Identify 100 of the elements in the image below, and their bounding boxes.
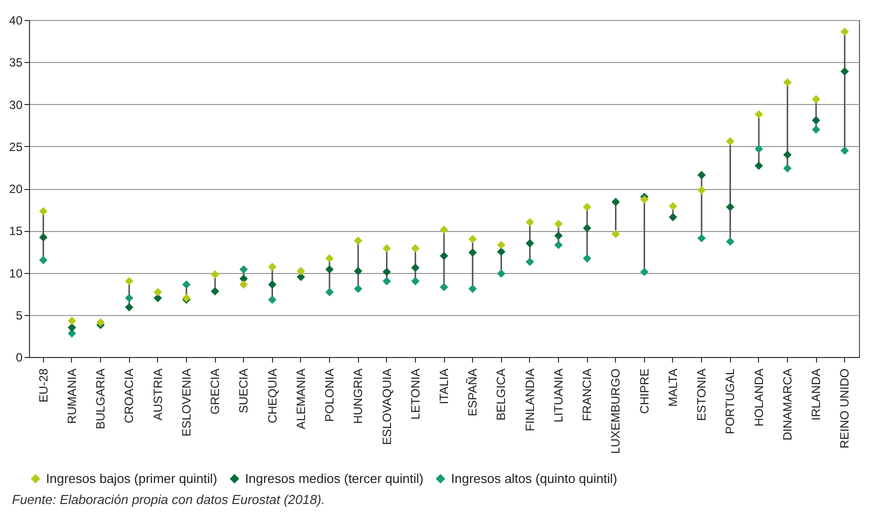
x-tick-label: ALEMANIA [294, 368, 308, 430]
x-tick-label: ITALIA [437, 368, 451, 404]
point [812, 125, 820, 134]
point [612, 230, 620, 238]
point [554, 231, 563, 240]
point [497, 248, 506, 256]
point [296, 266, 306, 276]
point [783, 78, 792, 87]
point [840, 67, 849, 76]
point [582, 254, 592, 263]
point [39, 207, 48, 216]
x-tick-label: MALTA [666, 368, 680, 407]
legend-label: Ingresos bajos (primer quintil) [46, 470, 218, 486]
y-tick-label: 5 [16, 308, 23, 322]
point [697, 170, 706, 180]
x-tick-label: ESLOVENIA [179, 368, 194, 437]
point [640, 268, 649, 276]
point [68, 316, 76, 325]
x-tick-label: AUSTRIA [150, 368, 165, 421]
x-tick-label: FRANCIA [580, 368, 594, 422]
point [382, 244, 391, 252]
point [239, 280, 248, 289]
point [325, 288, 334, 296]
point [526, 258, 534, 266]
y-tick-label: 15 [9, 224, 23, 238]
x-tick-label: EU-28 [36, 368, 50, 403]
point [840, 146, 849, 155]
point [382, 276, 391, 286]
y-tick-label: 35 [9, 56, 23, 70]
point [210, 270, 220, 279]
x-tick-label: CROACIA [122, 368, 136, 424]
point [268, 296, 276, 304]
point [382, 268, 391, 276]
x-tick-label: LUXEMBURGO [608, 368, 623, 454]
y-tick-label: 25 [9, 140, 23, 154]
x-tick-label: BELGICA [494, 368, 508, 421]
y-tick-label: 40 [9, 14, 23, 28]
point [325, 265, 334, 274]
point [783, 150, 792, 159]
point [354, 236, 362, 245]
point [582, 224, 592, 232]
x-tick-label: IRLANDA [809, 368, 824, 421]
point [754, 162, 764, 170]
point [210, 287, 220, 296]
x-tick-label: CHIPRE [637, 368, 652, 414]
point [468, 234, 477, 244]
point [468, 284, 477, 293]
point [612, 198, 620, 206]
point [96, 318, 105, 327]
point [726, 237, 734, 246]
point [497, 269, 506, 278]
point [39, 233, 48, 242]
x-tick-label: LITUANIA [551, 368, 566, 423]
point [468, 248, 477, 257]
point [411, 264, 420, 272]
x-tick-label: POLONIA [322, 368, 337, 422]
x-tick-label: FINLANDIA [522, 368, 537, 432]
point [812, 116, 820, 124]
point [697, 234, 706, 242]
point [268, 262, 276, 272]
x-tick-label: SUECIA [236, 368, 251, 414]
point [554, 240, 563, 250]
point [526, 239, 534, 248]
point [411, 276, 420, 286]
x-tick-label: ESPAÑA [466, 368, 480, 416]
point [154, 288, 162, 296]
y-tick-label: 10 [9, 266, 23, 280]
point [354, 284, 362, 293]
point [68, 323, 76, 332]
point [668, 212, 678, 222]
x-tick-label: ESLOVAQUIA [380, 368, 394, 445]
point [268, 280, 276, 289]
y-tick-label: 20 [9, 182, 23, 196]
legend-label: Ingresos medios (tercer quintil) [245, 470, 424, 486]
point [440, 226, 448, 234]
x-tick-label: HUNGRIA [351, 368, 366, 424]
point [554, 220, 563, 228]
x-tick-label: DINAMARCA [780, 368, 794, 441]
x-tick-label: RUMANIA [64, 368, 79, 424]
point [840, 28, 849, 36]
legend-label: Ingresos altos (quinto quintil) [451, 470, 618, 486]
point [697, 186, 706, 194]
point [411, 244, 420, 252]
x-tick-label: HOLANDA [752, 368, 766, 427]
point [582, 202, 592, 212]
source-note: Fuente: Elaboración propia con datos Eurostat (2018). [11, 491, 326, 507]
point [124, 294, 134, 302]
point [668, 202, 678, 210]
point [526, 218, 534, 226]
point [239, 265, 248, 274]
point [124, 303, 134, 312]
point [726, 137, 734, 146]
point [812, 95, 820, 104]
x-tick-label: LETONIA [408, 368, 422, 420]
point [754, 144, 764, 154]
point [124, 276, 134, 286]
point [440, 282, 448, 292]
point [354, 266, 362, 276]
point [754, 110, 764, 119]
point [726, 202, 734, 212]
